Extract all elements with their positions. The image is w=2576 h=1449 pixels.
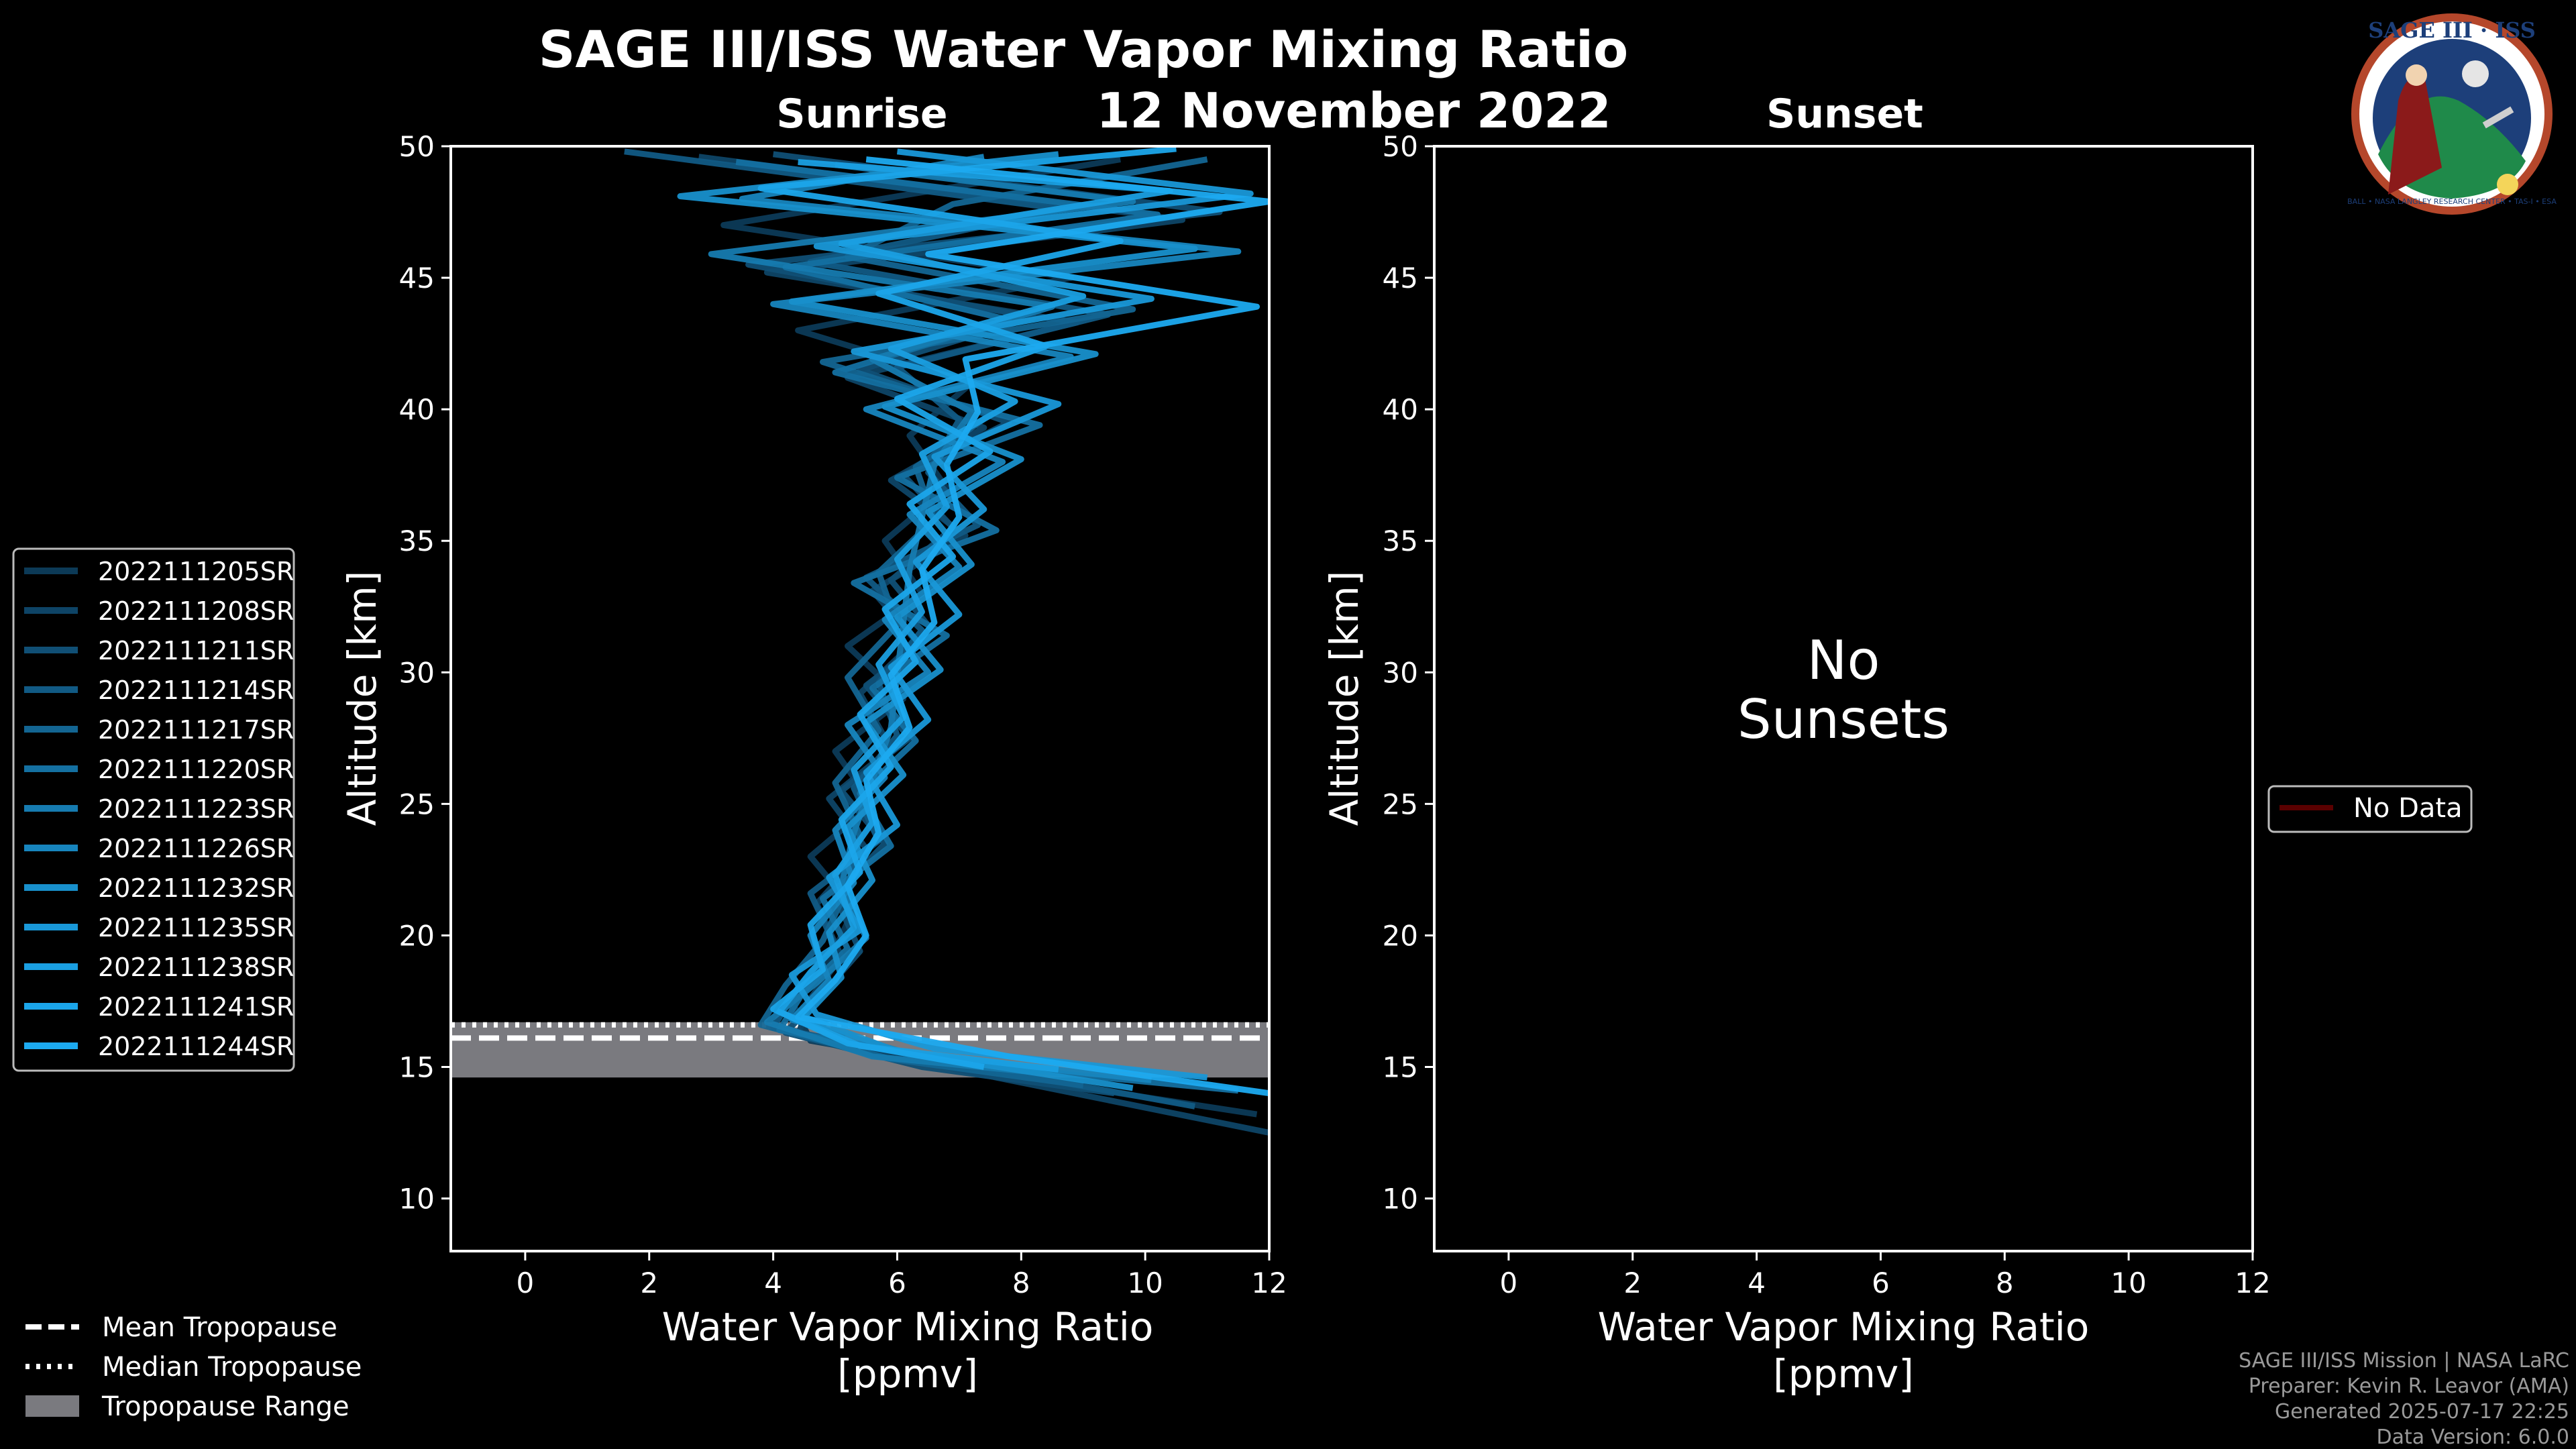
legend-label: 2022111235SR [98,913,294,943]
logo-iss-icon [2482,106,2514,129]
x-tick-label: 8 [1012,1267,1030,1299]
sunrise-x-axis-units: [ppmv] [837,1351,978,1397]
x-tick-label: 12 [2235,1267,2270,1299]
y-tick-label: 20 [399,919,435,952]
credits: SAGE III/ISS Mission | NASA LaRC Prepare… [2239,1349,2569,1449]
y-tick-label: 30 [1383,656,1418,689]
sunrise-panel: 0 2 4 6 8 10 12 10 15 20 25 30 35 40 45 50 Altitude [km… [339,130,1287,1397]
sunset-panel: 0 2 4 6 8 10 12 10 15 20 25 30 35 40 45 50 Altitude [km… [1322,130,2271,1397]
sunrise-panel-title: Sunrise [776,91,947,138]
tropopause-range-label: Tropopause Range [101,1391,350,1422]
sunset-axes-frame [1433,145,2254,1252]
y-tick-label: 45 [1383,262,1418,294]
legend-label: 2022111208SR [98,596,294,626]
x-tick-label: 4 [1748,1267,1766,1299]
sunset-legend: No Data [2267,785,2473,833]
y-tick-label: 25 [1383,788,1418,820]
sunrise-profiles [624,146,1269,1136]
legend-label: 2022111238SR [98,953,294,982]
x-tick-label: 10 [1127,1267,1163,1299]
legend-label: 2022111220SR [98,755,294,784]
sunrise-ticks: 0 2 4 6 8 10 12 10 15 20 25 30 35 40 45 50 [399,130,1287,1299]
legend-label: 2022111226SR [98,834,294,863]
x-tick-label: 2 [640,1267,658,1299]
y-tick-label: 50 [399,130,435,163]
y-tick-label: 15 [399,1051,435,1084]
profile-line-2022111235SR [788,148,1254,1081]
x-tick-label: 10 [2110,1267,2146,1299]
legend-label: 2022111214SR [98,676,294,705]
sunset-panel-title: Sunset [1766,91,1923,138]
y-tick-label: 25 [399,788,435,820]
y-tick-label: 45 [399,262,435,294]
credit-preparer: Preparer: Kevin R. Leavor (AMA) [2249,1375,2569,1398]
x-tick-label: 2 [1623,1267,1642,1299]
sunset-x-axis-units: [ppmv] [1773,1351,1914,1397]
no-sunsets-annotation-line2: Sunsets [1737,688,1949,751]
x-tick-label: 6 [888,1267,906,1299]
sunset-legend-box [2267,785,2473,833]
profile-line-2022111241SR [757,146,1177,1070]
mean-tropopause-label: Mean Tropopause [102,1312,337,1343]
no-data-label: No Data [2353,793,2463,824]
sunset-x-axis-label: Water Vapor Mixing Ratio [1598,1304,2090,1350]
x-tick-label: 8 [1996,1267,2014,1299]
logo-astronomer-icon [2388,76,2442,195]
logo-astronomer-head-icon [2406,64,2427,86]
no-sunsets-annotation-line1: No [1807,629,1880,692]
logo-sun-icon [2497,174,2518,195]
y-tick-label: 10 [1383,1183,1418,1216]
y-tick-label: 50 [1383,130,1418,163]
legend-label: 2022111217SR [98,715,294,745]
legend-label: 2022111205SR [98,557,294,586]
y-tick-label: 10 [399,1183,435,1216]
logo-moon-icon [2462,60,2489,87]
y-tick-label: 15 [1383,1051,1418,1084]
legend-label: 2022111232SR [98,873,294,903]
credit-mission: SAGE III/ISS Mission | NASA LaRC [2239,1349,2569,1373]
sunset-ticks: 0 2 4 6 8 10 12 10 15 20 25 30 35 40 45 50 [1383,130,2271,1299]
profile-line-2022111244SR [795,156,1269,1097]
credit-version: Data Version: 6.0.0 [2377,1426,2569,1449]
x-tick-label: 6 [1872,1267,1890,1299]
x-tick-label: 4 [764,1267,782,1299]
sunrise-legend-box [12,547,295,1072]
sage-mission-logo: SAGE III · ISS BALL • NASA LANGLEY RESEA… [2347,13,2557,215]
tropopause-range-swatch [25,1395,79,1417]
chart-date: 12 November 2022 [1096,83,1611,139]
y-tick-label: 35 [1383,525,1418,557]
credit-generated: Generated 2025-07-17 22:25 [2275,1400,2569,1424]
median-tropopause-label: Median Tropopause [102,1352,362,1383]
sunrise-legend-items: 2022111205SR 2022111208SR 2022111211SR 2022… [24,557,294,1061]
logo-ring-text: BALL • NASA LANGLEY RESEARCH CENTER • TA… [2347,197,2557,206]
y-tick-label: 40 [1383,393,1418,426]
sunrise-y-axis-label: Altitude [km] [339,571,385,826]
y-tick-label: 40 [399,393,435,426]
y-tick-label: 35 [399,525,435,557]
legend-label: 2022111223SR [98,794,294,824]
legend-label: 2022111211SR [98,636,294,665]
legend-label: 2022111244SR [98,1032,294,1061]
y-tick-label: 20 [1383,919,1418,952]
legend-label: 2022111241SR [98,992,294,1022]
logo-title-text: SAGE III · ISS [2368,17,2536,43]
chart-title: SAGE III/ISS Water Vapor Mixing Ratio [539,19,1629,79]
x-tick-label: 0 [517,1267,535,1299]
y-tick-label: 30 [399,656,435,689]
sunrise-axes-frame [449,145,1271,1252]
x-tick-label: 0 [1500,1267,1518,1299]
x-tick-label: 12 [1251,1267,1287,1299]
sunrise-x-axis-label: Water Vapor Mixing Ratio [662,1304,1154,1350]
sunset-y-axis-label: Altitude [km] [1322,571,1367,826]
sunrise-legend: 2022111205SR 2022111208SR 2022111211SR 2022… [12,547,295,1072]
tropopause-legend: Mean Tropopause Median Tropopause Tropop… [25,1312,362,1422]
